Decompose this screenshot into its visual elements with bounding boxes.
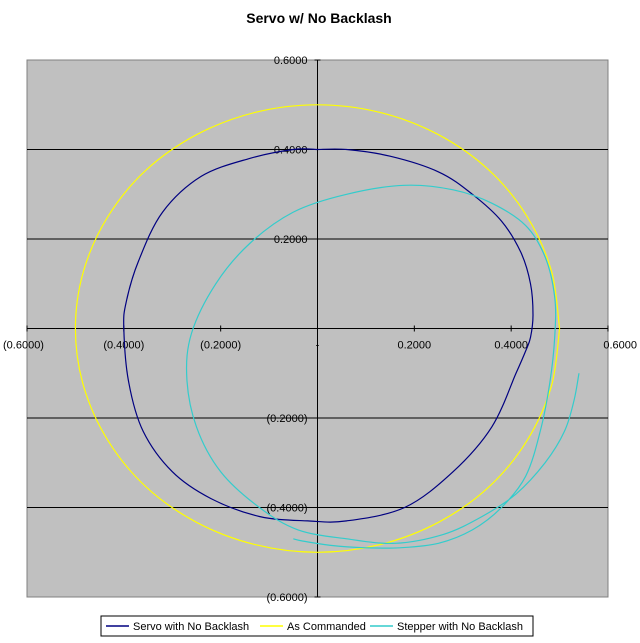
y-tick-label: (0.2000) xyxy=(267,413,308,425)
series-line-2 xyxy=(185,184,580,549)
y-tick-label: 0.6000 xyxy=(274,55,308,67)
series-line-0 xyxy=(123,148,534,523)
legend-label: Servo with No Backlash xyxy=(133,621,249,633)
legend-box xyxy=(100,615,534,637)
x-tick-label: (0.2000) xyxy=(200,340,241,352)
y-tick-label: (0.4000) xyxy=(267,503,308,515)
x-tick-label: 0.6000 xyxy=(603,340,637,352)
tick-labels: (0.6000) (0.4000) (0.2000) - 0.2000 0.4000 0.6… xyxy=(3,55,637,604)
x-tick-label: (0.4000) xyxy=(103,340,144,352)
series-group xyxy=(74,104,580,553)
x-tick-label: - xyxy=(316,340,320,352)
x-tick-label: 0.2000 xyxy=(398,340,432,352)
legend: Servo with No Backlash As Commanded Steppe… xyxy=(100,615,534,637)
chart-title: Servo w/ No Backlash xyxy=(246,10,392,26)
y-tick-label: (0.6000) xyxy=(267,592,308,604)
y-tick-label: 0.2000 xyxy=(274,234,308,246)
x-tick-label: 0.4000 xyxy=(494,340,528,352)
x-tick-label: (0.6000) xyxy=(3,340,44,352)
y-tick-label: 0.4000 xyxy=(274,145,308,157)
legend-label: As Commanded xyxy=(287,621,366,633)
legend-label: Stepper with No Backlash xyxy=(397,621,523,633)
series-line-1 xyxy=(74,104,561,553)
